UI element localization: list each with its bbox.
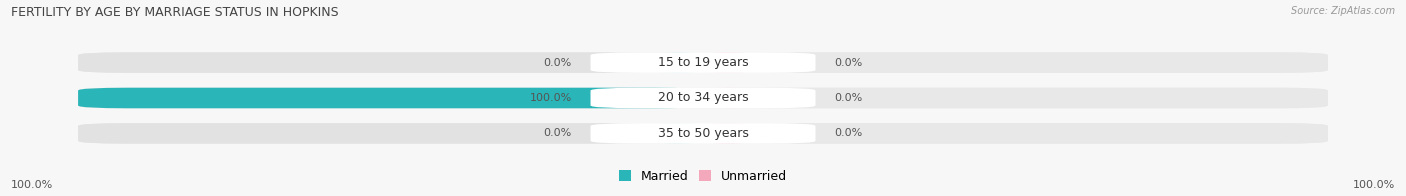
Text: 100.0%: 100.0%: [11, 180, 53, 190]
FancyBboxPatch shape: [79, 88, 703, 108]
Text: 0.0%: 0.0%: [544, 58, 572, 68]
Text: 0.0%: 0.0%: [834, 93, 862, 103]
Text: FERTILITY BY AGE BY MARRIAGE STATUS IN HOPKINS: FERTILITY BY AGE BY MARRIAGE STATUS IN H…: [11, 6, 339, 19]
FancyBboxPatch shape: [591, 88, 815, 108]
Legend: Married, Unmarried: Married, Unmarried: [613, 165, 793, 188]
FancyBboxPatch shape: [79, 88, 1327, 108]
FancyBboxPatch shape: [703, 52, 754, 73]
FancyBboxPatch shape: [79, 88, 703, 108]
Text: 100.0%: 100.0%: [530, 93, 572, 103]
Text: 0.0%: 0.0%: [834, 128, 862, 138]
Text: 35 to 50 years: 35 to 50 years: [658, 127, 748, 140]
Text: 0.0%: 0.0%: [834, 58, 862, 68]
FancyBboxPatch shape: [703, 52, 1327, 73]
FancyBboxPatch shape: [591, 52, 815, 73]
FancyBboxPatch shape: [703, 88, 1327, 108]
FancyBboxPatch shape: [703, 88, 754, 108]
FancyBboxPatch shape: [79, 52, 1327, 73]
FancyBboxPatch shape: [591, 123, 815, 144]
FancyBboxPatch shape: [652, 123, 703, 144]
Text: 100.0%: 100.0%: [1353, 180, 1395, 190]
FancyBboxPatch shape: [703, 123, 1327, 144]
FancyBboxPatch shape: [79, 123, 1327, 144]
Text: 15 to 19 years: 15 to 19 years: [658, 56, 748, 69]
FancyBboxPatch shape: [652, 52, 703, 73]
Text: 0.0%: 0.0%: [544, 128, 572, 138]
FancyBboxPatch shape: [79, 52, 703, 73]
Text: Source: ZipAtlas.com: Source: ZipAtlas.com: [1291, 6, 1395, 16]
FancyBboxPatch shape: [79, 123, 703, 144]
FancyBboxPatch shape: [703, 123, 754, 144]
Text: 20 to 34 years: 20 to 34 years: [658, 92, 748, 104]
